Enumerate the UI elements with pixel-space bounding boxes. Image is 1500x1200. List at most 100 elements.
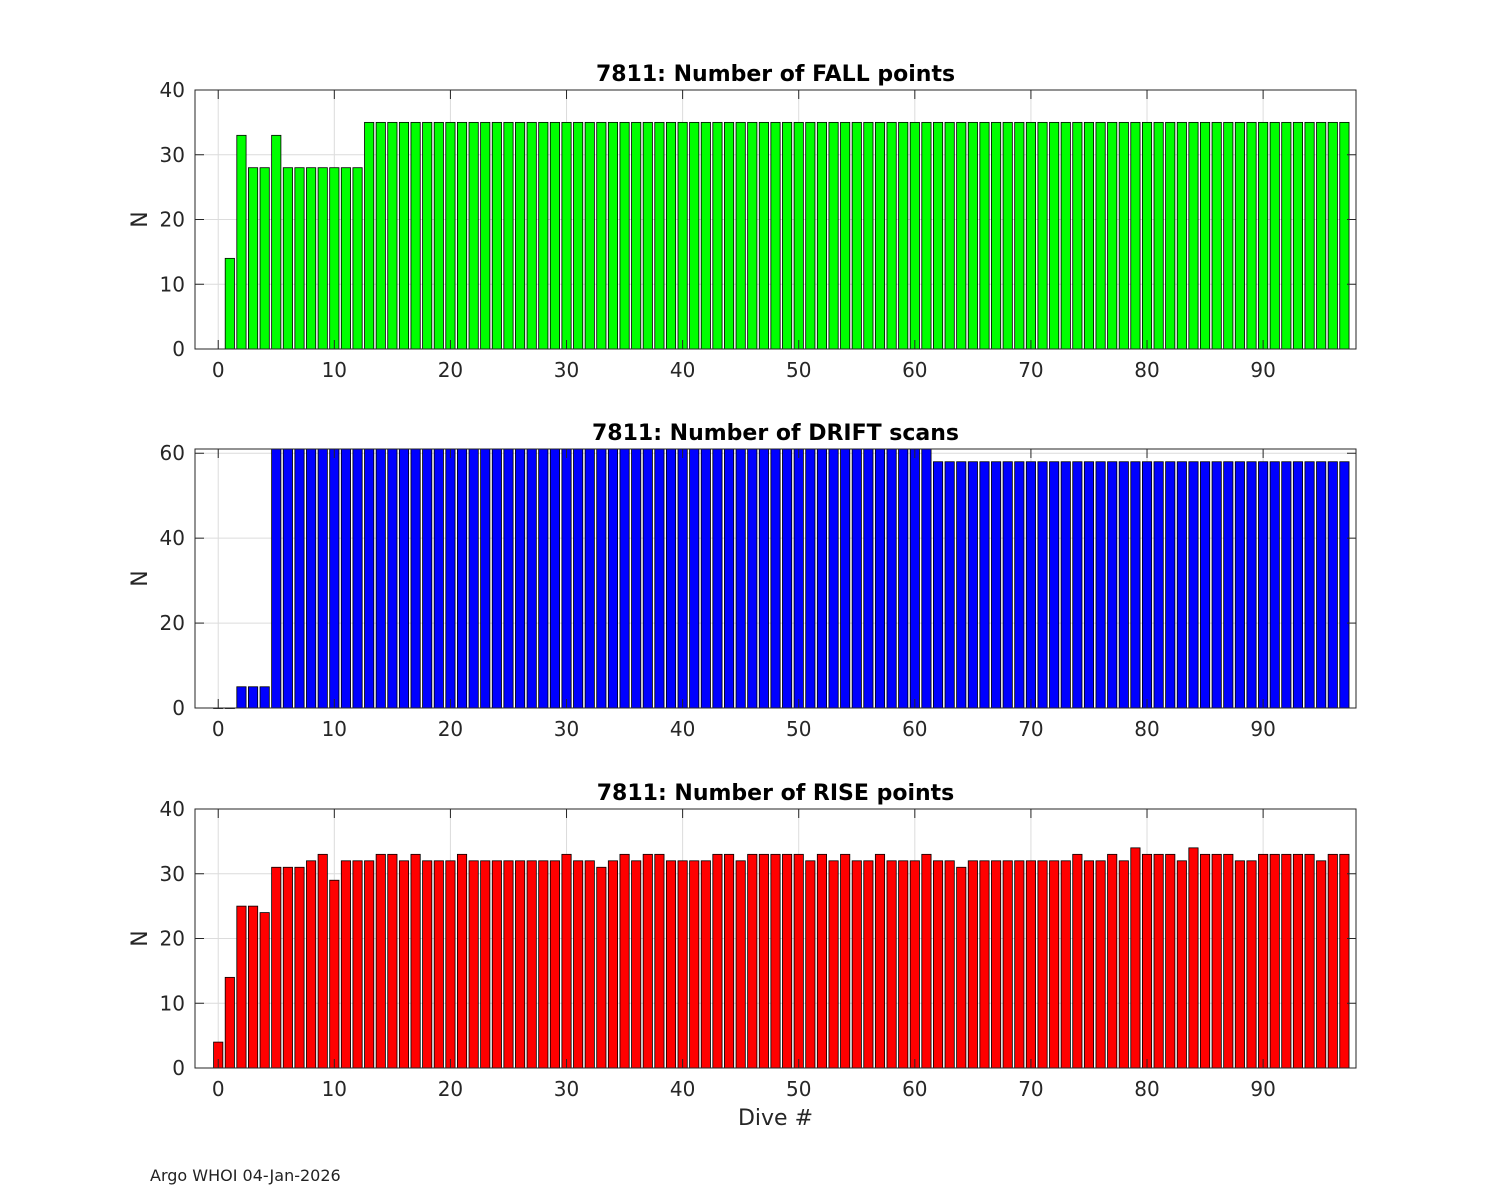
x-tick-label: 40 (670, 1077, 695, 1101)
bar (445, 860, 456, 1069)
bar (410, 121, 421, 350)
chart-title: 7811: Number of RISE points (597, 781, 955, 806)
bar (1234, 860, 1245, 1069)
bar (1316, 461, 1327, 709)
bar (1130, 461, 1141, 709)
bar (735, 860, 746, 1069)
bar (712, 121, 723, 350)
y-tick-label: 20 (160, 927, 185, 951)
bar (1014, 860, 1025, 1069)
bar (1141, 853, 1153, 1069)
bar (422, 448, 433, 709)
bar (874, 448, 886, 709)
x-tick-label: 20 (438, 358, 463, 382)
y-tick-label: 20 (160, 611, 185, 635)
y-tick-label: 10 (160, 991, 185, 1015)
bar (1141, 461, 1153, 709)
bar (770, 121, 781, 350)
bar (1037, 860, 1048, 1069)
bar (1281, 853, 1292, 1069)
bar (410, 448, 421, 709)
bar (387, 448, 398, 709)
bar (1107, 853, 1118, 1069)
bar (387, 853, 398, 1069)
y-axis-label: N (128, 930, 153, 946)
bar (689, 121, 700, 350)
bar (607, 448, 619, 709)
bar (282, 866, 293, 1069)
bar (991, 860, 1002, 1069)
bar (538, 860, 549, 1069)
bar (619, 448, 630, 709)
bar (1165, 853, 1176, 1069)
bar (1327, 853, 1338, 1069)
bar (259, 686, 270, 709)
x-tick-label: 30 (554, 358, 579, 382)
x-tick-label: 0 (212, 358, 225, 382)
bar (468, 448, 479, 709)
bar (863, 448, 874, 709)
bar (561, 853, 572, 1069)
bar (700, 448, 711, 709)
bar (573, 121, 584, 350)
bar (271, 448, 282, 709)
bar (294, 866, 305, 1069)
bar (398, 860, 410, 1069)
bar (1049, 860, 1060, 1069)
bar (677, 448, 688, 709)
bar (1223, 121, 1234, 350)
bar (724, 448, 735, 709)
bar (1083, 461, 1095, 709)
bar (1281, 461, 1292, 709)
bar (549, 121, 560, 350)
bar (468, 121, 479, 350)
bar (456, 853, 468, 1069)
bar (1002, 461, 1013, 709)
y-tick-label: 40 (160, 797, 185, 821)
x-tick-label: 90 (1250, 358, 1275, 382)
bar (1176, 121, 1187, 350)
bar (863, 860, 874, 1069)
bar (1316, 121, 1327, 350)
bar (1002, 860, 1013, 1069)
bar (1246, 121, 1257, 350)
bar (642, 121, 653, 350)
y-tick-label: 10 (160, 272, 185, 296)
bar (898, 121, 909, 350)
bar (956, 866, 967, 1069)
bar (317, 167, 328, 350)
bar (352, 167, 363, 350)
bar (294, 167, 305, 350)
bar (1072, 461, 1083, 709)
bar (248, 905, 259, 1069)
bar (1304, 121, 1315, 350)
bar (909, 121, 920, 350)
y-tick-label: 0 (172, 1056, 185, 1080)
bar (1118, 121, 1129, 350)
y-tick-label: 60 (160, 441, 185, 465)
bar (375, 448, 386, 709)
bar (224, 976, 235, 1069)
bar (1234, 121, 1245, 350)
bar (1165, 461, 1176, 709)
x-tick-label: 50 (786, 358, 811, 382)
x-tick-label: 10 (322, 358, 347, 382)
bar (770, 448, 781, 709)
bar (375, 853, 386, 1069)
bar (1176, 461, 1187, 709)
bar (677, 860, 688, 1069)
y-tick-label: 0 (172, 337, 185, 361)
bar (619, 853, 630, 1069)
bar (398, 448, 410, 709)
bar (236, 686, 247, 709)
bar (306, 860, 317, 1069)
bar (979, 121, 990, 350)
bar (340, 860, 351, 1069)
bar (689, 860, 700, 1069)
bar (909, 860, 920, 1069)
bar (1072, 853, 1083, 1069)
x-tick-label: 10 (322, 717, 347, 741)
bar (364, 448, 375, 709)
bar (456, 448, 468, 709)
bar (967, 121, 978, 350)
